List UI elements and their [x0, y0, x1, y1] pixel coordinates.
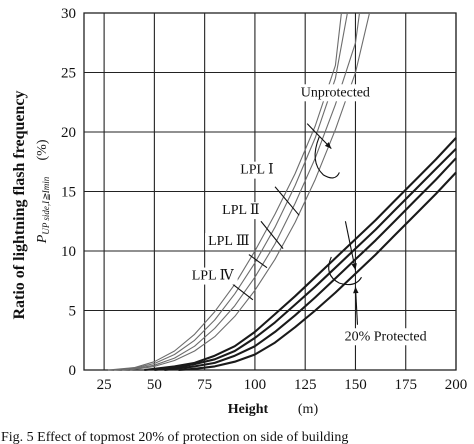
- lpl3-leader: [248, 254, 268, 269]
- y-tick-label: 10: [61, 244, 76, 260]
- annotation-label: LPL Ⅳ: [192, 269, 235, 284]
- x-tick-label: 175: [394, 377, 417, 393]
- y-axis-title: Ratio of lightning flash frequency: [11, 90, 28, 319]
- lpl2-leader: [260, 220, 284, 249]
- x-tick-label: 25: [97, 377, 112, 393]
- unprotected-arrow-head: [324, 142, 332, 149]
- annotation-label: 20% Protected: [345, 329, 427, 344]
- x-tick-label: 100: [244, 377, 267, 393]
- x-tick-label: 200: [445, 377, 468, 393]
- lpl4-leader: [232, 283, 254, 301]
- y-tick-label: 0: [69, 363, 77, 379]
- protected-series-line-5: [144, 137, 457, 372]
- unprotected-series-line-2: [114, 12, 348, 371]
- y-tick-label: 30: [61, 6, 76, 22]
- x-tick-label: 125: [294, 377, 317, 393]
- y-axis-unit: (%): [35, 139, 50, 160]
- annotation-label: LPL Ⅱ: [222, 203, 259, 218]
- figure-caption: Fig. 5 Effect of topmost 20% of protecti…: [1, 430, 348, 444]
- y-axis-symbol: PUP side,I≧Imin: [35, 176, 51, 244]
- lpl1-leader: [274, 186, 300, 216]
- annotation-label: Unprotected: [301, 85, 370, 100]
- protected-arrow-upper: [344, 221, 356, 271]
- annotation-label-background: [341, 328, 430, 346]
- protected-series-line-7: [164, 157, 457, 372]
- annotation-label-background: [297, 84, 373, 102]
- y-axis-symbol-subscript: UP side,I≧Imin: [41, 176, 51, 234]
- y-tick-label: 5: [69, 304, 77, 320]
- protected-bracket: [328, 256, 362, 286]
- x-tick-label: 50: [147, 377, 162, 393]
- y-axis-unit-text: (%): [35, 139, 50, 160]
- x-axis-unit: (m): [298, 402, 319, 417]
- unprotected-series-line-3: [122, 12, 361, 371]
- unprotected-series-line-4: [130, 12, 371, 371]
- annotation-label-background: [188, 267, 238, 285]
- y-tick-label: 25: [61, 66, 76, 82]
- svg-text:PUP side,I≧Imin: PUP side,I≧Imin: [35, 176, 51, 244]
- series-lines: [108, 12, 457, 372]
- protected-arrow-lower-head: [353, 286, 359, 294]
- x-axis-title: Height: [228, 402, 269, 417]
- protected-series-line-8: [178, 171, 457, 372]
- annotation-label-background: [237, 161, 277, 179]
- unprotected-bracket: [314, 136, 340, 179]
- protected-series-line-6: [154, 147, 457, 372]
- y-tick-label: 20: [61, 125, 76, 141]
- annotations: Unprotected LPL Ⅰ LPL Ⅱ LPL Ⅲ LPL Ⅳ 20% Prote…: [188, 84, 430, 346]
- protected-arrow-upper-head: [351, 263, 357, 271]
- x-tick-label: 150: [344, 377, 367, 393]
- y-axis-label: Ratio of lightning flash frequency: [11, 90, 28, 319]
- annotation-arrows: [232, 123, 362, 325]
- y-axis-symbol-p: P: [35, 234, 50, 244]
- annotation-label: LPL Ⅲ: [208, 234, 249, 249]
- annotation-label-background: [219, 202, 263, 220]
- annotation-label-background: [205, 233, 253, 251]
- x-tick-label: 75: [197, 377, 212, 393]
- grid: [83, 12, 457, 371]
- y-tick-label: 15: [61, 185, 76, 201]
- annotation-label: LPL Ⅰ: [240, 163, 273, 178]
- tick-labels: 25 50 75 100 125 150 175 200 0 5 10 15 20 25 30: [61, 6, 467, 393]
